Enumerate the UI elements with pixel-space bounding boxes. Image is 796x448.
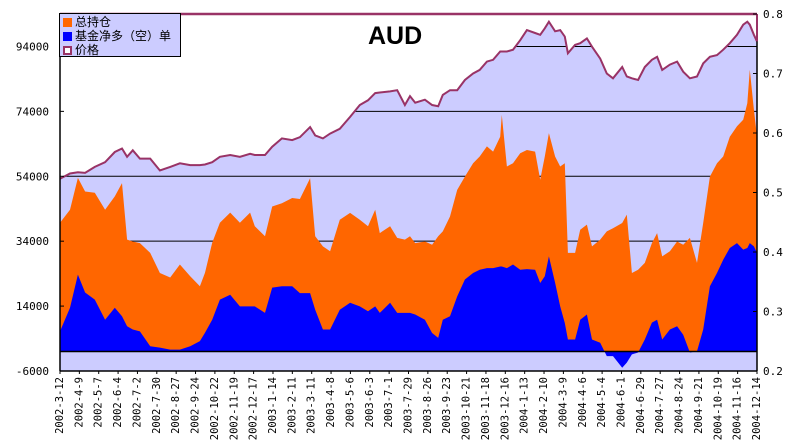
x-tick-label: 2003-7-29 bbox=[403, 377, 415, 434]
chart-title: AUD bbox=[368, 22, 423, 50]
x-tick-label: 2004-8-24 bbox=[674, 377, 686, 434]
left-tick-label: 34000 bbox=[16, 235, 49, 248]
total-position-area bbox=[60, 69, 757, 352]
right-tick-label: 0.5 bbox=[763, 187, 783, 200]
right-tick-label: 0.3 bbox=[763, 306, 783, 319]
x-tick-label: 2003-12-16 bbox=[499, 377, 511, 440]
x-tick-label: 2003-2-11 bbox=[286, 377, 298, 434]
legend-item-total: 总持仓 bbox=[63, 15, 180, 29]
x-tick-label: 2004-9-21 bbox=[693, 377, 705, 434]
x-tick-label: 2003-7-1 bbox=[383, 377, 395, 428]
x-tick-label: 2004-5-4 bbox=[596, 377, 608, 428]
x-tick-label: 2002-8-27 bbox=[170, 377, 182, 434]
left-tick-label: 14000 bbox=[16, 300, 49, 313]
x-tick-label: 2002-6-4 bbox=[112, 377, 124, 428]
x-tick-label: 2002-12-17 bbox=[248, 377, 260, 440]
x-tick-label: 2004-6-29 bbox=[635, 377, 647, 434]
x-tick-label: 2003-6-3 bbox=[364, 377, 376, 428]
x-tick-label: 2004-3-9 bbox=[557, 377, 569, 428]
right-tick-label: 0.4 bbox=[763, 246, 783, 259]
x-tick-label: 2002-4-9 bbox=[73, 377, 85, 428]
x-tick-label: 2004-7-27 bbox=[654, 377, 666, 434]
x-tick-label: 2003-11-18 bbox=[480, 377, 492, 440]
legend-item-net: 基金净多（空）单 bbox=[63, 29, 180, 43]
x-tick-label: 2004-4-6 bbox=[577, 377, 589, 428]
price-line bbox=[59, 19, 758, 180]
x-tick-label: 2004-2-10 bbox=[538, 377, 550, 434]
x-tick-label: 2003-10-21 bbox=[461, 377, 473, 440]
right-tick-label: 0.2 bbox=[763, 365, 783, 378]
left-tick-label: 94000 bbox=[16, 40, 49, 53]
x-tick-label: 2004-11-16 bbox=[732, 377, 744, 440]
x-tick-label: 2003-1-14 bbox=[267, 377, 279, 434]
x-tick-label: 2003-8-26 bbox=[422, 377, 434, 434]
net-position-area bbox=[60, 243, 757, 368]
x-tick-label: 2002-9-24 bbox=[190, 377, 202, 434]
x-tick-label: 2004-1-13 bbox=[519, 377, 531, 434]
left-tick-label: -6000 bbox=[16, 365, 49, 378]
x-tick-label: 2003-3-11 bbox=[306, 377, 318, 434]
x-tick-label: 2002-10-22 bbox=[209, 377, 221, 440]
x-tick-label: 2002-3-12 bbox=[54, 377, 66, 434]
x-tick-label: 2002-11-19 bbox=[228, 377, 240, 440]
right-tick-label: 0.6 bbox=[763, 127, 783, 140]
chart-legend: 总持仓 基金净多（空）单 价格 bbox=[59, 13, 181, 57]
x-tick-label: 2003-9-23 bbox=[441, 377, 453, 434]
left-tick-label: 74000 bbox=[16, 105, 49, 118]
x-tick-label: 2004-12-14 bbox=[751, 377, 763, 440]
legend-item-price: 价格 bbox=[63, 43, 180, 57]
x-tick-label: 2004-10-19 bbox=[712, 377, 724, 440]
legend-label-total: 总持仓 bbox=[75, 15, 112, 29]
left-tick-label: 54000 bbox=[16, 170, 49, 183]
legend-swatch-net bbox=[63, 31, 72, 41]
x-tick-label: 2004-6-1 bbox=[615, 377, 627, 428]
x-tick-label: 2003-5-6 bbox=[344, 377, 356, 428]
legend-swatch-total bbox=[63, 17, 72, 27]
x-tick-label: 2003-4-8 bbox=[325, 377, 337, 428]
legend-label-net: 基金净多（空）单 bbox=[75, 29, 172, 43]
x-tick-label: 2002-7-2 bbox=[131, 377, 143, 428]
legend-label-price: 价格 bbox=[75, 43, 100, 57]
legend-swatch-price bbox=[63, 45, 72, 55]
right-tick-label: 0.8 bbox=[763, 8, 783, 21]
right-tick-label: 0.7 bbox=[763, 68, 783, 81]
x-tick-label: 2002-7-30 bbox=[151, 377, 163, 434]
x-tick-label: 2002-5-7 bbox=[93, 377, 105, 428]
